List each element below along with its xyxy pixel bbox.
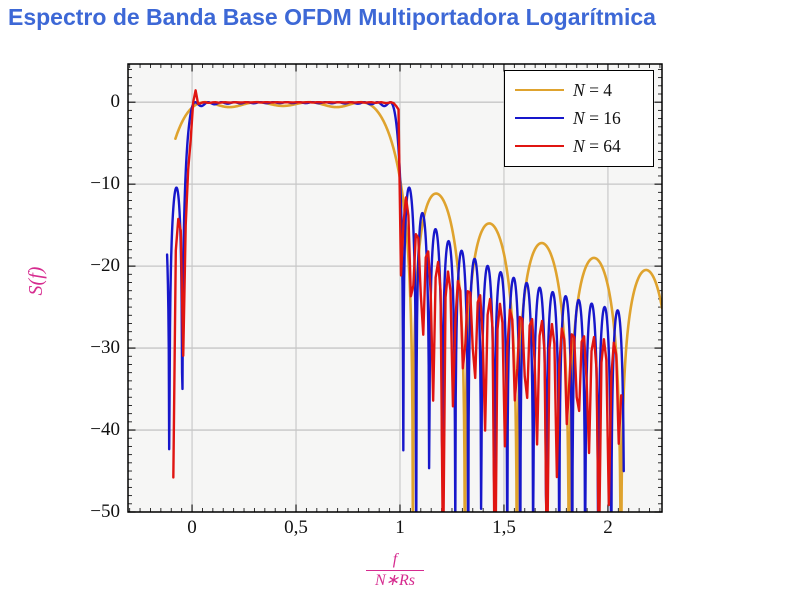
x-tick-label-2: 2 <box>603 517 613 538</box>
legend-label-n4: N = 4 <box>573 79 613 100</box>
y-tick-label-m30: −30 <box>90 337 120 358</box>
legend-line-sample-n4 <box>515 89 564 91</box>
y-tick-label-m20: −20 <box>90 255 120 276</box>
y-axis-label: S(f) <box>25 266 47 296</box>
x-tick-label-05: 0,5 <box>284 517 308 538</box>
y-tick-label-m10: −10 <box>90 173 120 194</box>
y-tick-label-0: 0 <box>110 91 121 112</box>
x-tick-label-15: 1,5 <box>492 517 516 538</box>
x-axis-label-denominator: N∗Rs <box>374 572 416 589</box>
x-axis-label-fraction: f N∗Rs <box>350 551 440 590</box>
legend-label-n16: N = 16 <box>573 107 621 128</box>
legend-entry-n16: N = 16 <box>505 104 653 132</box>
legend-label-n64: N = 64 <box>573 135 621 156</box>
legend-entry-n64: N = 64 <box>505 132 653 160</box>
x-tick-label-1: 1 <box>395 517 405 538</box>
legend: N = 4 N = 16 N = 64 <box>504 70 654 167</box>
x-axis-label-numerator: f <box>392 551 398 568</box>
legend-line-sample-n64 <box>515 145 564 147</box>
y-tick-label-m40: −40 <box>90 419 120 440</box>
legend-entry-n4: N = 4 <box>505 76 653 104</box>
y-tick-label-m50: −50 <box>90 501 120 522</box>
fraction-bar <box>366 570 424 571</box>
chart-title: Espectro de Banda Base OFDM Multiportado… <box>8 4 656 30</box>
legend-line-sample-n16 <box>515 117 564 119</box>
x-tick-label-0: 0 <box>187 517 197 538</box>
